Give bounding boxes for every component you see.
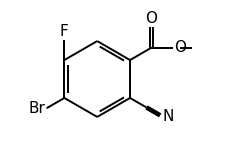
Text: N: N [162,109,174,124]
Text: O: O [145,12,157,26]
Text: Br: Br [29,101,46,116]
Text: F: F [60,24,68,39]
Text: O: O [173,40,185,55]
